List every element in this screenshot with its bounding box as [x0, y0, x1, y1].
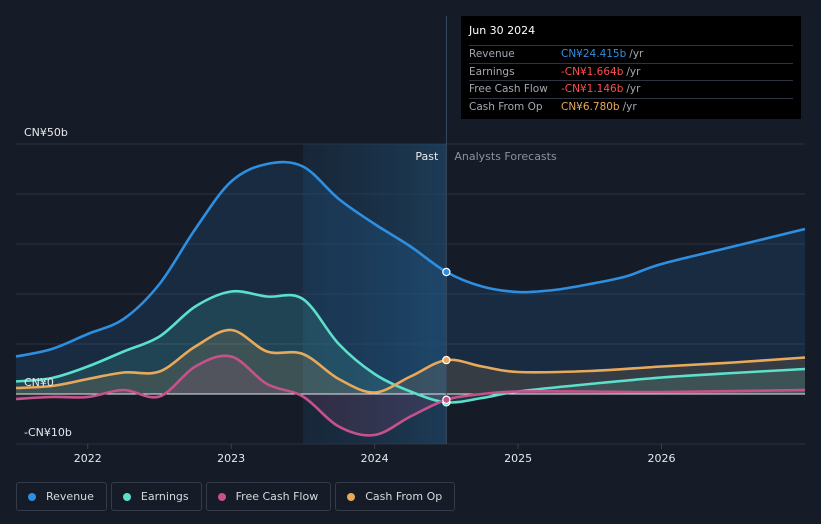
tooltip-label: Cash From Op: [469, 101, 543, 114]
legend-item-cash-from-op[interactable]: Cash From Op: [335, 482, 456, 511]
legend-item-earnings[interactable]: Earnings: [110, 482, 202, 511]
past-label: Past: [415, 150, 439, 163]
tooltip-value: -CN¥1.664b: [561, 65, 624, 78]
marker-revenue[interactable]: [442, 267, 451, 277]
chart-legend: Revenue Earnings Free Cash Flow Cash Fro…: [16, 482, 456, 511]
legend-label: Revenue: [46, 490, 94, 503]
legend-label: Cash From Op: [365, 490, 443, 503]
area-free-cash-flow: [16, 355, 805, 436]
legend-label: Earnings: [140, 490, 189, 503]
tooltip-value: CN¥24.415b: [561, 48, 627, 61]
marker-free-cash-flow[interactable]: [442, 395, 451, 404]
legend-label: Free Cash Flow: [235, 490, 319, 503]
line-free-cash-flow: [15, 354, 806, 437]
tooltip-unit: /yr: [622, 101, 637, 114]
x-tick-label: 2023: [217, 452, 245, 465]
legend-dot-icon: [122, 492, 131, 501]
tooltip-date: Jun 30 2024: [469, 24, 793, 46]
y-axis-label-zero: CN¥0: [24, 376, 54, 389]
y-axis-label-bottom: -CN¥10b: [24, 426, 72, 439]
highlight-markers: [442, 267, 451, 407]
tooltip-value: -CN¥1.146b: [561, 83, 624, 96]
tooltip-value: CN¥6.780b: [561, 101, 620, 114]
x-tick-label: 2025: [504, 452, 532, 465]
tooltip-label: Earnings: [469, 65, 515, 78]
legend-item-free-cash-flow[interactable]: Free Cash Flow: [205, 482, 332, 511]
data-tooltip: Jun 30 2024 Revenue CN¥24.415b /yr Earni…: [461, 16, 801, 119]
tooltip-unit: /yr: [629, 48, 644, 61]
line-revenue: [15, 160, 806, 358]
legend-dot-icon: [217, 492, 226, 501]
tooltip-row-free-cash-flow: Free Cash Flow -CN¥1.146b /yr: [469, 81, 793, 99]
tooltip-label: Free Cash Flow: [469, 83, 548, 96]
marker-cash-from-op[interactable]: [442, 355, 451, 365]
legend-dot-icon: [28, 492, 36, 501]
legend-item-revenue[interactable]: Revenue: [16, 482, 107, 511]
y-axis-label-top: CN¥50b: [24, 126, 68, 139]
forecast-label: Analysts Forecasts: [454, 150, 557, 163]
legend-dot-icon: [347, 492, 356, 501]
tooltip-row-earnings: Earnings -CN¥1.664b /yr: [469, 64, 793, 81]
x-tick-label: 2024: [361, 452, 389, 465]
tooltip-row-revenue: Revenue CN¥24.415b /yr: [469, 46, 793, 64]
x-tick-label: 2022: [74, 452, 102, 465]
area-cash-from-op: [16, 329, 805, 394]
x-axis-ticks: 2022 2023 2024 2025 2026: [74, 444, 676, 465]
tooltip-unit: /yr: [626, 65, 641, 78]
line-cash-from-op: [15, 328, 806, 394]
area-earnings: [16, 291, 805, 403]
tooltip-unit: /yr: [626, 83, 641, 96]
x-tick-label: 2026: [648, 452, 676, 465]
series-lines: [15, 160, 806, 437]
tooltip-label: Revenue: [469, 48, 515, 61]
line-earnings: [15, 289, 806, 404]
tooltip-row-cash-from-op: Cash From Op CN¥6.780b /yr: [469, 99, 793, 117]
